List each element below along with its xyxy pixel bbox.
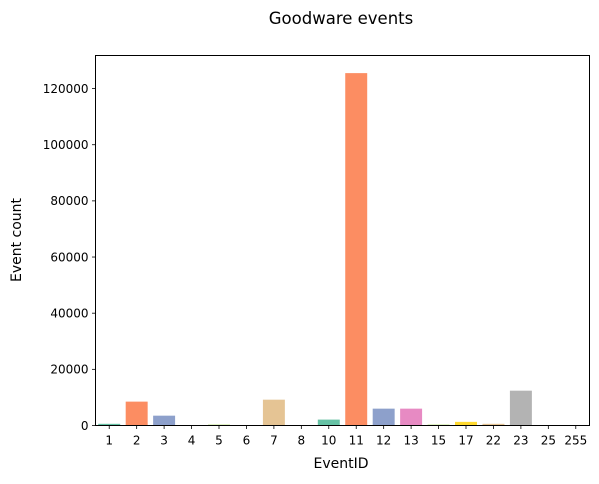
- bar-10: [318, 420, 340, 426]
- x-tick-label-5: 5: [215, 434, 223, 448]
- x-tick-label-17: 17: [458, 434, 473, 448]
- x-tick-label-22: 22: [486, 434, 501, 448]
- y-tick-label-60000: 60000: [50, 250, 88, 264]
- x-tick-label-4: 4: [188, 434, 196, 448]
- y-tick-label-100000: 100000: [43, 138, 89, 152]
- y-tick-label-0: 0: [81, 419, 89, 433]
- y-axis-title: Event count: [9, 197, 25, 282]
- x-tick-label-11: 11: [349, 434, 364, 448]
- plot-frame: [96, 56, 590, 426]
- x-tick-label-10: 10: [321, 434, 336, 448]
- bar-11: [345, 73, 367, 425]
- x-tick-label-13: 13: [403, 434, 418, 448]
- bar-12: [373, 409, 395, 426]
- y-tick-label-20000: 20000: [50, 363, 88, 377]
- y-tick-label-120000: 120000: [43, 82, 89, 96]
- bars-group: [98, 73, 587, 425]
- y-tick-label-40000: 40000: [50, 306, 88, 320]
- x-tick-label-7: 7: [270, 434, 278, 448]
- bar-3: [153, 416, 175, 426]
- x-tick-label-25: 25: [541, 434, 556, 448]
- bar-2: [126, 402, 148, 426]
- bar-13: [400, 409, 422, 426]
- y-tick-label-80000: 80000: [50, 194, 88, 208]
- chart-title: Goodware events: [269, 9, 413, 28]
- x-tick-label-12: 12: [376, 434, 391, 448]
- y-axis: 0 20000 40000 60000 80000 100000 120000: [43, 82, 96, 433]
- x-tick-label-3: 3: [160, 434, 168, 448]
- x-tick-label-2: 2: [133, 434, 141, 448]
- bar-7: [263, 400, 285, 426]
- x-tick-label-6: 6: [243, 434, 251, 448]
- x-axis-title: EventID: [313, 456, 368, 472]
- x-tick-label-1: 1: [105, 434, 113, 448]
- bar-23: [510, 391, 532, 426]
- x-tick-label-23: 23: [513, 434, 528, 448]
- bar-17: [455, 422, 477, 426]
- x-tick-label-15: 15: [431, 434, 446, 448]
- x-tick-label-8: 8: [298, 434, 306, 448]
- x-tick-label-255: 255: [564, 434, 587, 448]
